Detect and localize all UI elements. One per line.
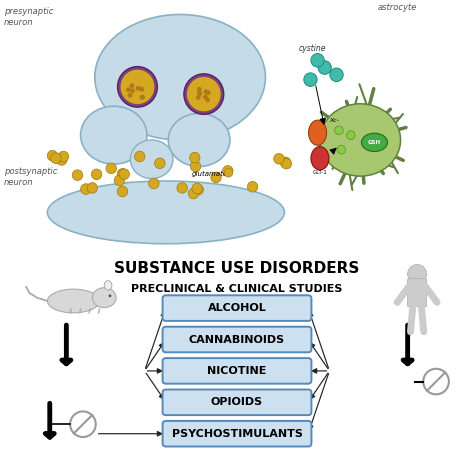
Ellipse shape bbox=[95, 15, 265, 140]
Text: postsynaptic
neuron: postsynaptic neuron bbox=[4, 166, 57, 187]
FancyBboxPatch shape bbox=[163, 295, 311, 321]
Circle shape bbox=[47, 150, 58, 161]
Text: PRECLINICAL & CLINICAL STUDIES: PRECLINICAL & CLINICAL STUDIES bbox=[131, 284, 343, 294]
Circle shape bbox=[337, 145, 346, 154]
Circle shape bbox=[274, 154, 284, 164]
Circle shape bbox=[58, 151, 69, 162]
Circle shape bbox=[149, 178, 159, 189]
Circle shape bbox=[311, 54, 324, 67]
Circle shape bbox=[139, 87, 144, 92]
Circle shape bbox=[136, 86, 140, 91]
FancyBboxPatch shape bbox=[163, 390, 311, 415]
Circle shape bbox=[188, 188, 199, 199]
Circle shape bbox=[197, 91, 202, 96]
Text: PSYCHOSTIMULANTS: PSYCHOSTIMULANTS bbox=[172, 428, 302, 439]
Ellipse shape bbox=[168, 113, 230, 166]
Circle shape bbox=[106, 163, 117, 173]
Circle shape bbox=[184, 74, 224, 114]
FancyBboxPatch shape bbox=[163, 421, 311, 447]
FancyBboxPatch shape bbox=[163, 358, 311, 384]
Circle shape bbox=[129, 83, 134, 88]
Circle shape bbox=[280, 157, 291, 168]
Circle shape bbox=[211, 172, 221, 182]
Text: ALCOHOL: ALCOHOL bbox=[208, 303, 266, 313]
Circle shape bbox=[187, 77, 221, 111]
Circle shape bbox=[408, 264, 427, 283]
Circle shape bbox=[346, 131, 355, 139]
FancyBboxPatch shape bbox=[408, 279, 427, 307]
Circle shape bbox=[119, 169, 129, 180]
Ellipse shape bbox=[47, 289, 100, 313]
Circle shape bbox=[203, 89, 208, 94]
Ellipse shape bbox=[130, 140, 173, 179]
Circle shape bbox=[203, 94, 208, 100]
Circle shape bbox=[114, 175, 125, 186]
Circle shape bbox=[81, 184, 91, 194]
Circle shape bbox=[51, 153, 61, 164]
Circle shape bbox=[117, 169, 128, 179]
Circle shape bbox=[140, 95, 145, 100]
Circle shape bbox=[177, 182, 187, 193]
Circle shape bbox=[318, 61, 331, 74]
Circle shape bbox=[87, 182, 98, 193]
Circle shape bbox=[135, 151, 145, 162]
Ellipse shape bbox=[104, 281, 112, 290]
Circle shape bbox=[224, 168, 233, 177]
Ellipse shape bbox=[311, 147, 329, 170]
Text: cystine: cystine bbox=[299, 44, 327, 53]
Circle shape bbox=[197, 87, 201, 91]
Circle shape bbox=[126, 87, 131, 92]
Circle shape bbox=[91, 169, 102, 180]
Ellipse shape bbox=[47, 181, 284, 244]
Circle shape bbox=[130, 88, 135, 93]
Text: glutamate: glutamate bbox=[192, 171, 228, 177]
Ellipse shape bbox=[309, 120, 327, 145]
Circle shape bbox=[128, 93, 132, 98]
Text: presynaptic
neuron: presynaptic neuron bbox=[4, 7, 53, 27]
Ellipse shape bbox=[361, 133, 388, 152]
Circle shape bbox=[197, 91, 202, 95]
Circle shape bbox=[223, 165, 233, 176]
Circle shape bbox=[155, 158, 165, 169]
Text: astrocyte: astrocyte bbox=[378, 3, 417, 12]
Circle shape bbox=[191, 161, 201, 172]
Text: CANNABINOIDS: CANNABINOIDS bbox=[189, 335, 285, 345]
Circle shape bbox=[205, 97, 210, 102]
Text: SUBSTANCE USE DISORDERS: SUBSTANCE USE DISORDERS bbox=[114, 261, 360, 276]
FancyBboxPatch shape bbox=[163, 327, 311, 352]
Ellipse shape bbox=[320, 104, 401, 176]
Circle shape bbox=[247, 182, 258, 192]
Circle shape bbox=[118, 67, 157, 107]
Circle shape bbox=[140, 95, 145, 100]
Text: Xc-: Xc- bbox=[329, 118, 339, 123]
Circle shape bbox=[193, 184, 203, 195]
Circle shape bbox=[335, 126, 343, 135]
Circle shape bbox=[330, 68, 343, 82]
Circle shape bbox=[281, 158, 292, 169]
Circle shape bbox=[120, 70, 155, 104]
Circle shape bbox=[192, 183, 202, 194]
Circle shape bbox=[56, 155, 67, 165]
Circle shape bbox=[206, 90, 210, 95]
Text: GSH: GSH bbox=[368, 140, 381, 145]
Circle shape bbox=[190, 152, 200, 163]
Circle shape bbox=[109, 294, 111, 297]
Circle shape bbox=[196, 95, 201, 100]
Circle shape bbox=[304, 73, 317, 86]
Circle shape bbox=[117, 186, 128, 197]
Text: OPIOIDS: OPIOIDS bbox=[211, 397, 263, 407]
Text: GLT-1: GLT-1 bbox=[312, 170, 328, 175]
Ellipse shape bbox=[92, 288, 116, 308]
Ellipse shape bbox=[81, 106, 147, 164]
Circle shape bbox=[72, 170, 82, 181]
Text: NICOTINE: NICOTINE bbox=[207, 366, 267, 376]
